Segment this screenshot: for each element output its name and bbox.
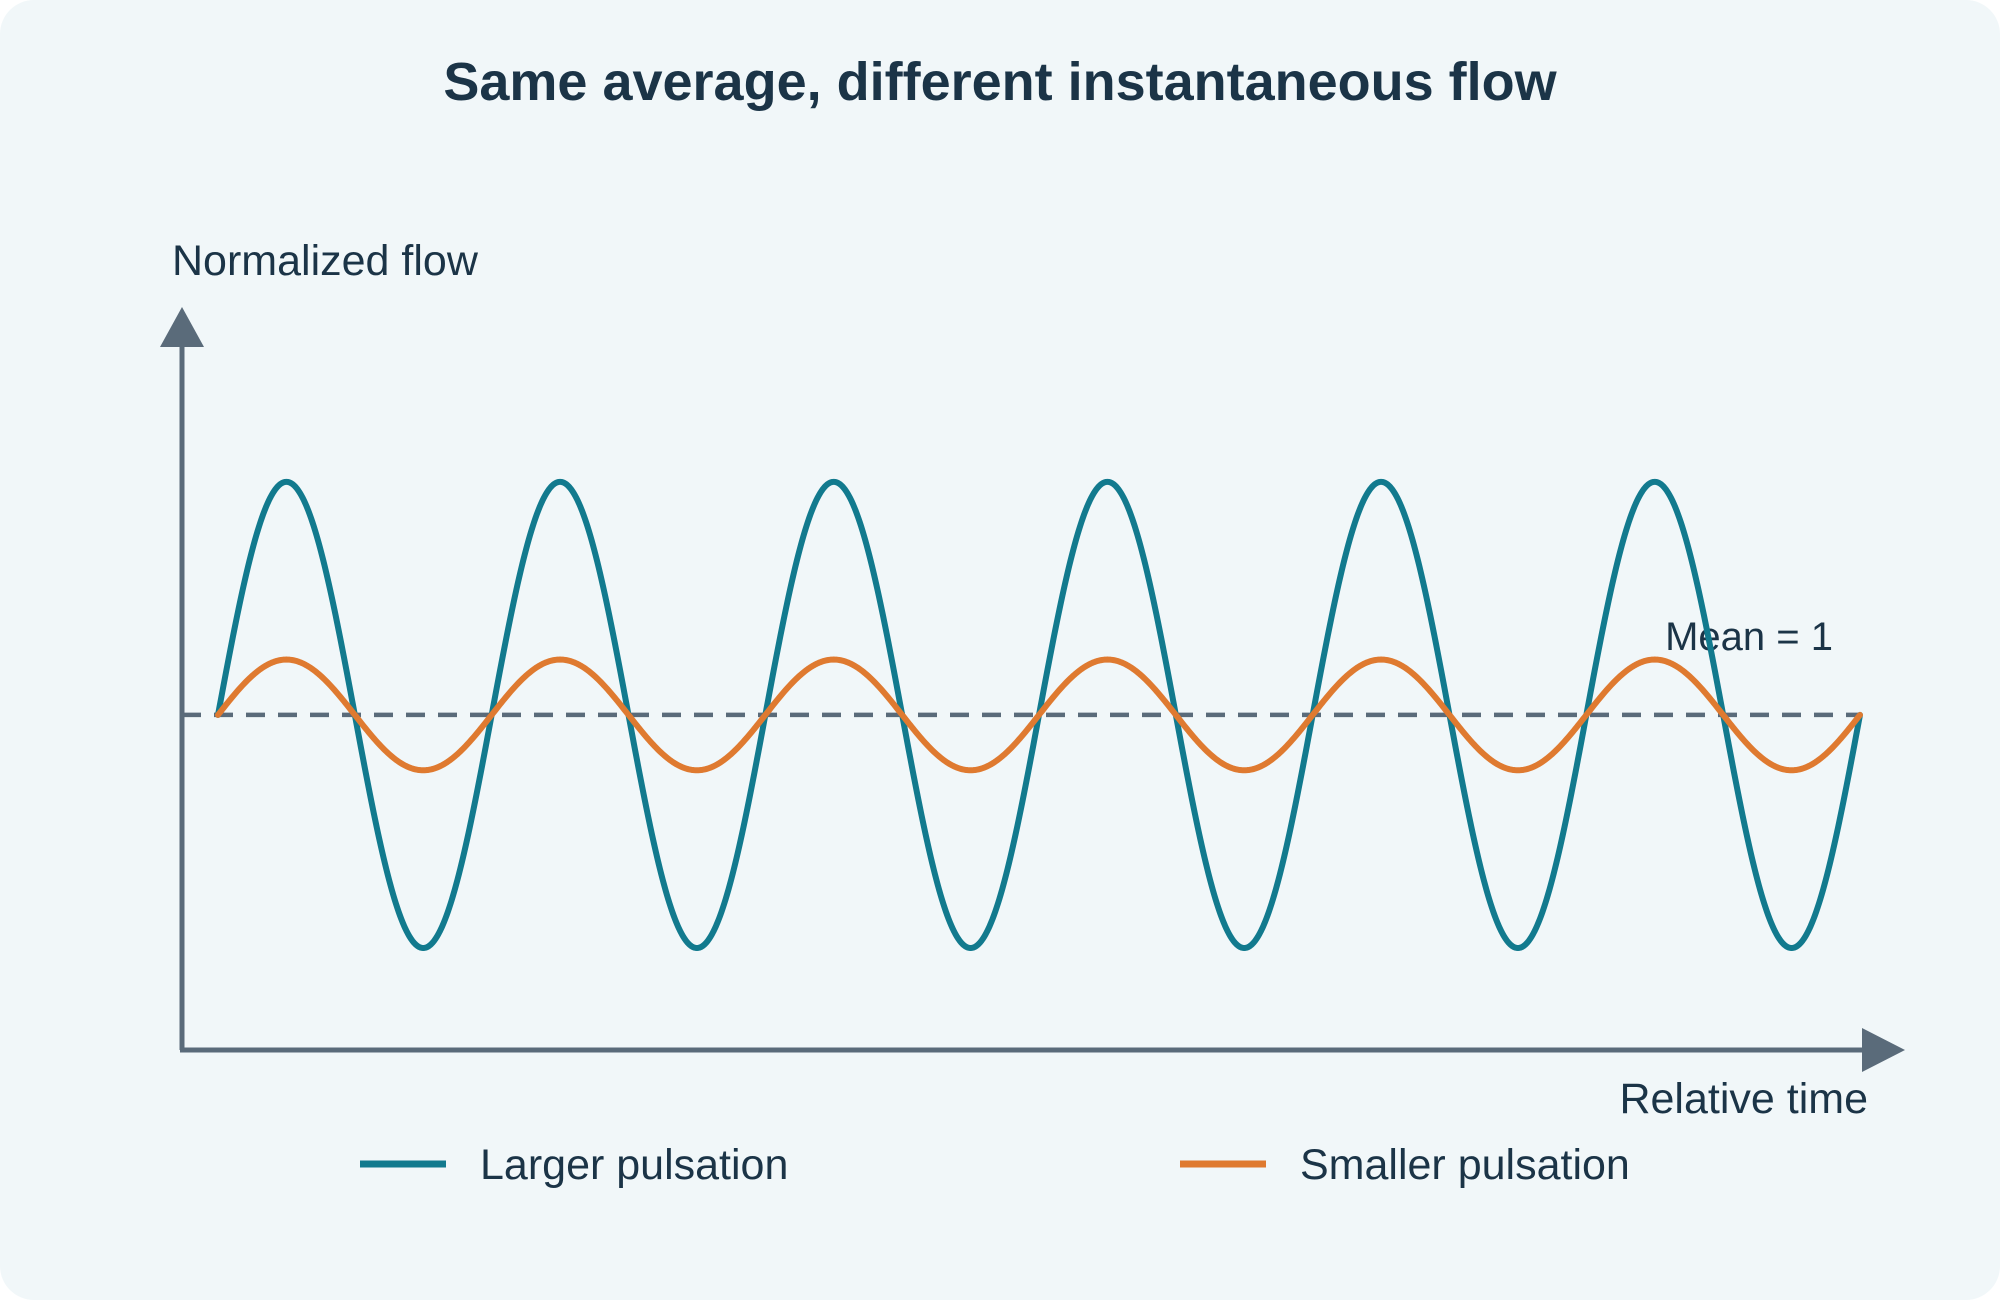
legend-item-larger: Larger pulsation <box>360 1141 788 1189</box>
series-group <box>215 478 1863 952</box>
legend-label-smaller: Smaller pulsation <box>1300 1141 1630 1189</box>
legend-item-smaller: Smaller pulsation <box>1180 1141 1630 1189</box>
axes <box>160 307 1905 1072</box>
legend: Larger pulsation Smaller pulsation <box>360 1141 1630 1189</box>
y-axis-label: Normalized flow <box>172 237 479 285</box>
y-axis-arrow-icon <box>160 307 204 347</box>
mean-label: Mean = 1 <box>1665 615 1833 659</box>
x-axis-label: Relative time <box>1619 1075 1868 1123</box>
x-axis-arrow-icon <box>1862 1028 1905 1072</box>
series-line-smaller-pulsation <box>215 656 1863 774</box>
legend-label-larger: Larger pulsation <box>480 1141 788 1189</box>
chart-title: Same average, different instantaneous fl… <box>443 52 1557 112</box>
